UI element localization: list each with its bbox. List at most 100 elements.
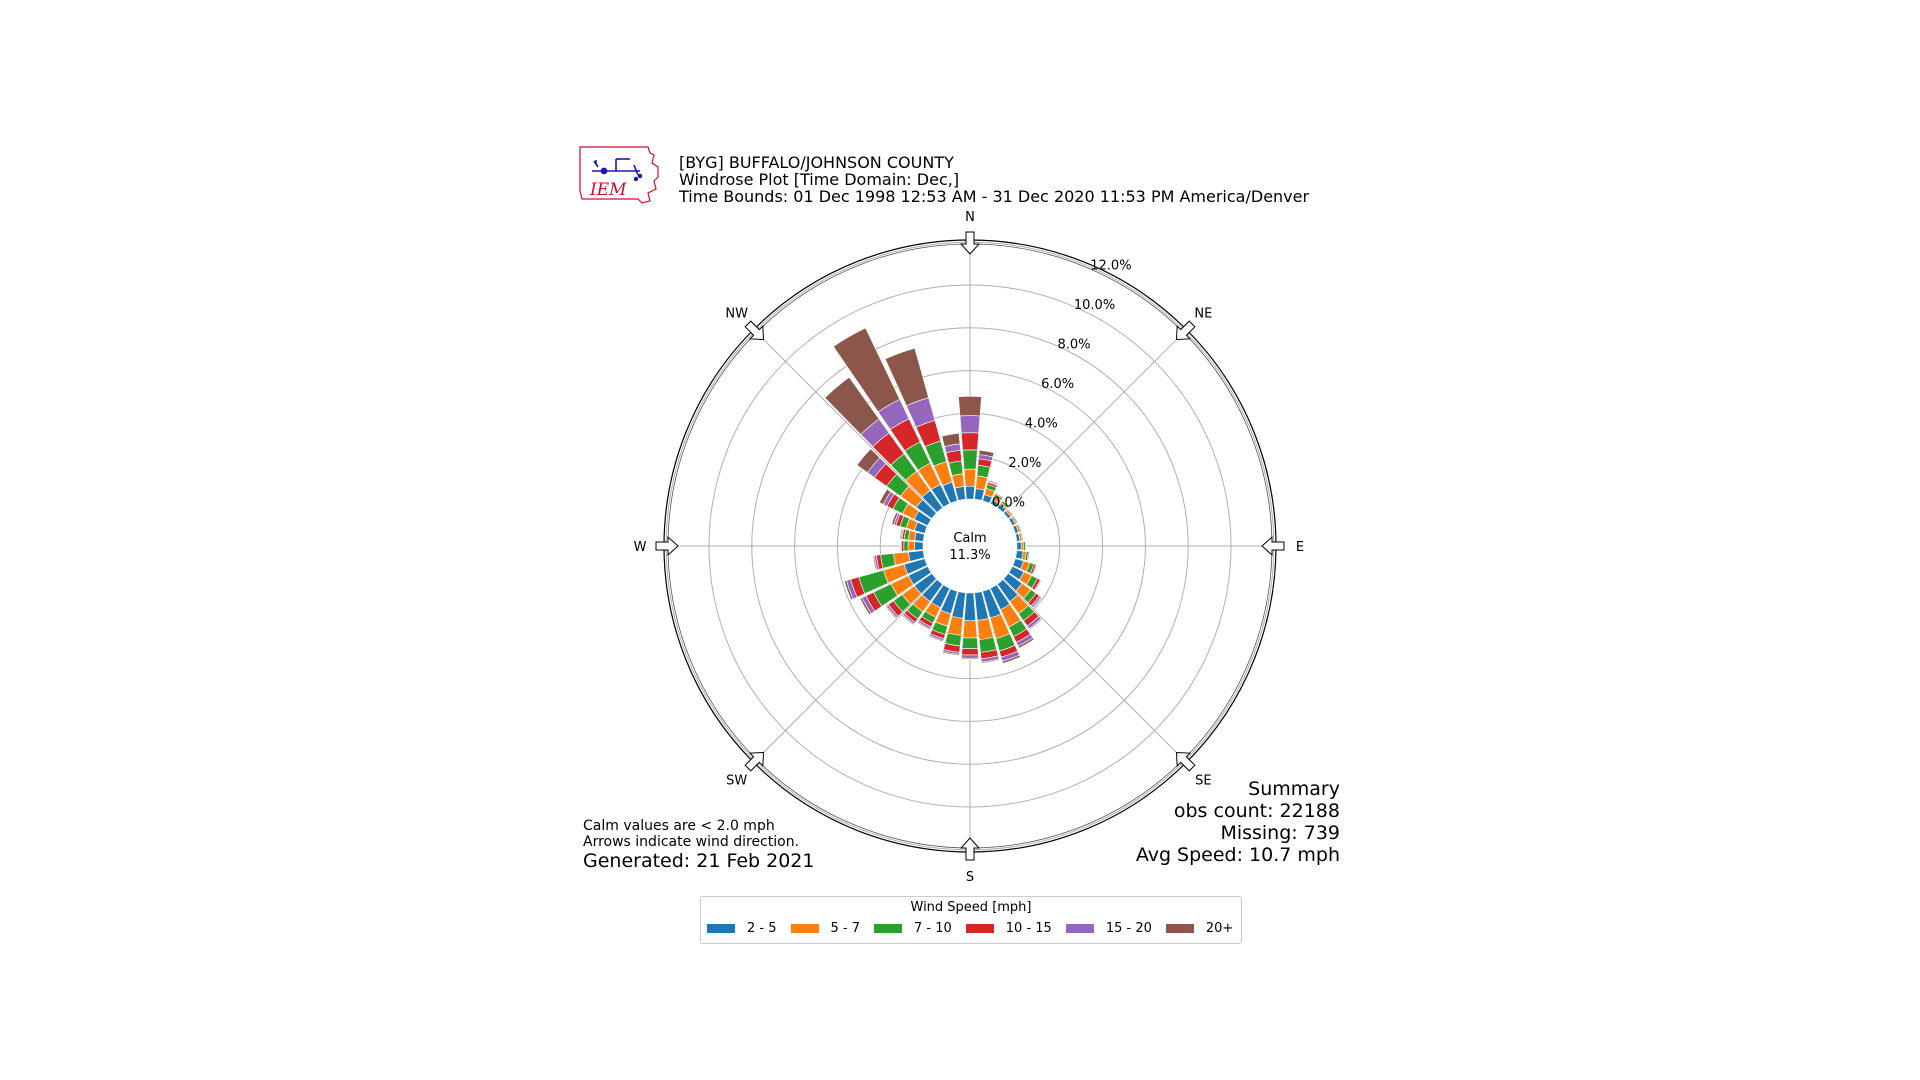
windrose-bar-segment <box>995 491 1005 498</box>
direction-arrow-icon <box>655 535 679 557</box>
time-bounds: Time Bounds: 01 Dec 1998 12:53 AM - 31 D… <box>679 187 1310 206</box>
windrose-bars <box>824 327 1043 664</box>
legend-swatch <box>707 924 735 933</box>
windrose-bar-segment <box>1032 596 1043 609</box>
radial-tick-label: 2.0% <box>1008 456 1041 471</box>
legend-swatch <box>965 924 994 933</box>
direction-arrows <box>655 231 1285 861</box>
windrose-bar-segment <box>1008 507 1015 515</box>
summary-missing: Missing: 739 <box>1220 822 1340 844</box>
summary-obs-count: obs count: 22188 <box>1173 800 1340 822</box>
windrose-bar-segment <box>907 540 915 552</box>
legend-item: 7 - 10 <box>874 921 952 936</box>
radial-tick-label: 4.0% <box>1025 416 1058 431</box>
direction-arrow-icon <box>1175 320 1196 341</box>
windrose-bar-segment <box>987 479 999 486</box>
windrose-bar-segment <box>963 468 977 487</box>
radial-tick-label: 0.0% <box>992 496 1025 511</box>
windrose-bar-segment <box>942 651 960 656</box>
axis-labels: N NE E SE S SW W NW 0.0% 2.0% 4.0% 6.0% 8.0% 10.0% 12.… <box>634 210 1305 885</box>
legend-items: 2 - 5 5 - 7 7 - 10 10 - 15 15 - 20 20+ <box>707 921 1247 936</box>
legend-label: 10 - 15 <box>1005 921 1052 936</box>
windrose-bar-segment <box>962 449 978 470</box>
station-title: [BYG] BUFFALO/JOHNSON COUNTY <box>679 153 954 172</box>
windrose-bar-segment <box>978 449 995 458</box>
windrose-bar-segment <box>1028 551 1031 562</box>
direction-arrow-icon <box>959 837 981 861</box>
direction-arrow-shape <box>1261 535 1285 557</box>
legend-label: 5 - 7 <box>830 921 861 936</box>
generated-date: Generated: 21 Feb 2021 <box>583 850 815 872</box>
windrose-bar-segment <box>901 614 915 626</box>
direction-arrow-shape <box>1175 751 1196 772</box>
legend-swatch <box>1065 924 1094 933</box>
logo-text: IEM <box>589 180 627 200</box>
windrose-bar-segment <box>1021 532 1025 542</box>
iem-logo: IEM <box>579 146 659 204</box>
windrose-bar-segment <box>914 541 924 551</box>
legend-label: 7 - 10 <box>914 921 952 936</box>
legend-swatch <box>790 924 819 933</box>
direction-label: S <box>966 870 974 885</box>
legend-item: 5 - 7 <box>790 921 861 936</box>
direction-label: E <box>1296 540 1304 555</box>
legend-title: Wind Speed [mph] <box>910 900 1032 915</box>
plot-type: Windrose Plot [Time Domain: Dec,] <box>679 170 960 189</box>
windrose-bar-segment <box>951 473 965 489</box>
windrose-bar-segment <box>974 488 985 501</box>
legend-swatch <box>874 924 902 933</box>
grid-spoke <box>1002 332 1184 514</box>
windrose-bar-segment <box>885 605 898 619</box>
windrose-bar-segment <box>891 512 899 526</box>
radial-tick-label: 12.0% <box>1090 258 1131 273</box>
windrose-bar-segment <box>962 620 978 639</box>
windrose-bar-segment <box>958 395 982 417</box>
windrose-bar-segment <box>959 415 981 434</box>
windrose-bar-segment <box>1018 523 1023 532</box>
summary-title: Summary <box>1248 778 1340 800</box>
windrose-bar-segment <box>1032 564 1038 576</box>
windrose-bar-segment <box>899 528 904 540</box>
legend: Wind Speed [mph] 2 - 5 5 - 7 7 - 10 10 - 15… <box>700 896 1242 944</box>
calm-circle <box>923 499 1017 593</box>
direction-arrow-shape <box>959 231 981 255</box>
summary-avg-speed: Avg Speed: 10.7 mph <box>1135 844 1340 866</box>
direction-label: SW <box>726 773 747 788</box>
direction-arrow-icon <box>744 320 765 341</box>
windrose-bar-segment <box>1034 579 1043 592</box>
calm-note: Calm values are < 2.0 mph <box>583 818 775 834</box>
legend-label: 2 - 5 <box>747 921 777 936</box>
legend-label: 15 - 20 <box>1105 921 1152 936</box>
windrose-bar-segment <box>856 448 881 473</box>
windrose-bar-segment <box>824 376 880 435</box>
windrose-bar-segment <box>917 621 931 631</box>
legend-swatch <box>1165 924 1194 933</box>
direction-arrow-shape <box>655 535 679 557</box>
grid-spoke <box>756 332 938 514</box>
direction-arrow-shape <box>1175 320 1196 341</box>
weather-station-icon <box>592 158 643 182</box>
windrose-bar-segment <box>914 531 925 542</box>
windrose-bar-segment <box>948 460 964 476</box>
windrose-bar-segment <box>878 488 892 505</box>
direction-arrow-shape <box>959 837 981 861</box>
direction-label: W <box>634 540 647 555</box>
direction-label: NE <box>1194 307 1212 322</box>
windrose-bar-segment <box>928 635 944 643</box>
direction-arrow-shape <box>744 320 765 341</box>
windrose-bar-segment <box>961 648 979 656</box>
calm-value: 11.3% <box>949 548 990 563</box>
windrose-bar-segment <box>880 553 896 569</box>
windrose-bar-segment <box>947 616 964 636</box>
windrose-bar-segment <box>843 580 854 601</box>
windrose-bar-segment <box>903 540 909 552</box>
windrose-bar-segment <box>961 637 979 649</box>
windrose-bar-segment <box>833 327 901 413</box>
direction-label: SE <box>1195 773 1211 788</box>
calm-label: Calm <box>953 531 986 546</box>
windrose-bar-segment <box>941 432 961 447</box>
radial-tick-label: 10.0% <box>1074 298 1115 313</box>
windrose-bar-segment <box>859 597 872 616</box>
direction-label: N <box>965 210 975 225</box>
